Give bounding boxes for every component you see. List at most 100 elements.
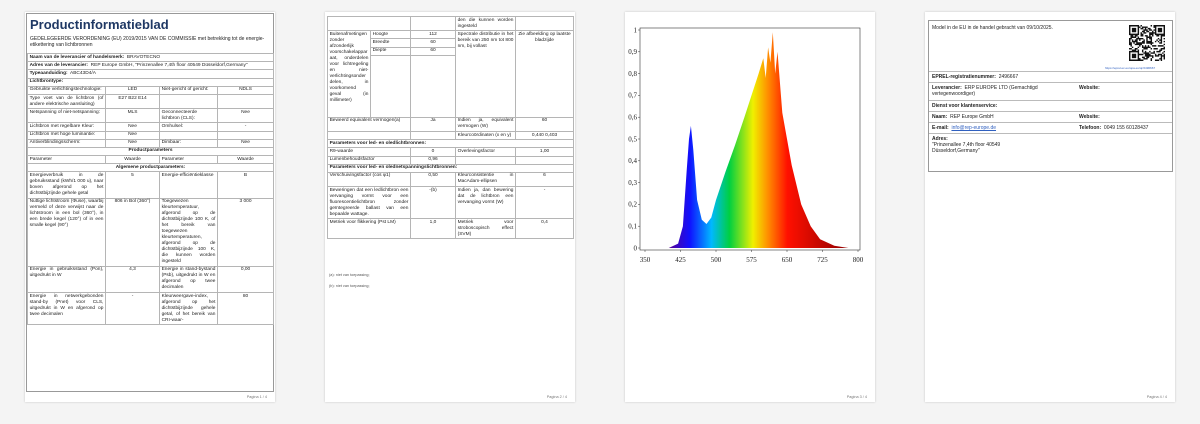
cell: Zie afbeelding op laatste bladzijde — [515, 30, 574, 118]
cell: Adres van de leverancier: REP Europe Gmb… — [27, 61, 274, 71]
cell — [455, 155, 516, 165]
cell — [515, 155, 574, 165]
cell: 60 — [410, 38, 456, 48]
separator — [929, 111, 1172, 112]
label: Typeaanduiding: — [29, 70, 68, 76]
cell: MLS — [105, 108, 160, 124]
separator — [929, 133, 1172, 134]
cell: Energie in stand-bystand (Psb), uitgedru… — [159, 265, 218, 294]
tr: Naam van de leverancier of handelsmerk: … — [27, 52, 274, 63]
table-row: Lichtbron met regelbare Kleur: Nee Omhulse… — [27, 122, 274, 132]
section-heading: Productparameters — [27, 146, 274, 157]
regulation: GEDELEGEERDE VERORDENING (EU) 2019/2015 … — [30, 36, 265, 49]
section-heading: Parameters voor led- en oledlichtbronnen… — [327, 139, 574, 149]
label: Naam: — [932, 114, 948, 120]
page-number: Pagina 2 / 4 — [546, 395, 567, 399]
document-title: Productinformatieblad — [30, 17, 169, 32]
table-row: Parameter Waarde Parameter Waarde — [27, 155, 274, 165]
cell: 5 — [105, 171, 160, 199]
table-row: Metriek voor flikkering (Pst LM) 1,0 Metri… — [327, 218, 574, 240]
table-row: Energie in gebruiksstand (Pon), uitgedru… — [27, 265, 274, 294]
div: EPREL-registratienummer: 2496667 — [932, 74, 1018, 80]
cell: Waarde — [217, 155, 274, 165]
tbody: Productparameters — [27, 146, 274, 157]
page-number: Pagina 3 / 4 — [846, 395, 867, 399]
cell: Omhulsel: — [159, 122, 218, 132]
section-heading: Dienst voor klantenservice: — [932, 103, 998, 109]
cell: Kleurconsistentie in MacAdam-ellipsen — [455, 171, 516, 188]
cell — [370, 54, 411, 118]
x-tick-label: 425 — [675, 256, 686, 264]
cell: Overlevingsfactor — [455, 147, 516, 157]
y-tick-label: 0,8 — [628, 70, 637, 78]
cell: Breedte — [370, 38, 411, 48]
value: 2496667 — [998, 74, 1019, 80]
table-row: Verschuivingsfactor (cos φ1) 0,50 Kleurcon… — [327, 171, 574, 188]
section-heading: Algemene productparameters: — [27, 163, 274, 173]
label: Adres: — [932, 136, 948, 142]
div: Website: — [1079, 85, 1100, 91]
label: EPREL-registratienummer: — [932, 74, 996, 80]
table-row: Nuttige lichtstroom (Φuse), waarbij verm… — [27, 197, 274, 267]
label: Leverancier: — [932, 85, 962, 91]
section-heading: Parameters voor led- en olednetspannings… — [327, 163, 574, 173]
qr-modules — [1129, 25, 1165, 61]
div: Adres: — [932, 136, 948, 142]
cell: Energie-efficiëntieklasse — [159, 171, 218, 199]
table-row: Kleurcoördinaten (x en y) 0,440 0,403 — [327, 130, 574, 141]
div: Naam: REP Europe GmbH — [932, 114, 994, 120]
cell: den die kunnen worden ingesteld — [455, 15, 516, 32]
table-row: R9-waarde 0 Overlevingsfactor 1,00 — [327, 147, 574, 157]
cell: 806 in Bol (360°) — [105, 197, 160, 267]
tr: Buitenafmetingen zonder afzonderlijk voo… — [327, 30, 574, 118]
tr: Parameters voor led- en olednetspannings… — [327, 163, 574, 173]
cell — [217, 130, 274, 140]
cell: Waarde — [105, 155, 160, 165]
label: Website: — [1079, 114, 1100, 120]
cell: Beweerd equivalent vermogen(a) — [327, 116, 411, 132]
table-row: den die kunnen worden ingesteld — [327, 15, 574, 32]
cell: 60 — [515, 116, 574, 132]
y-tick-label: 0,4 — [628, 157, 637, 165]
page: Model in de EU in de handel gebracht van… — [925, 12, 1175, 402]
y-tick-label: 0 — [634, 244, 638, 252]
cell: 0,50 — [410, 171, 456, 188]
cell: 112 — [410, 30, 456, 40]
label: Website: — [1079, 85, 1100, 91]
cell: Netspanning of niet-netspanning: — [27, 108, 106, 124]
eprel-box: Model in de EU in de handel gebracht van… — [928, 20, 1173, 172]
cell: 4,3 — [105, 265, 160, 294]
value: ERP EUROPE LTD (Gemachtigd vertegenwoord… — [932, 85, 1038, 98]
email-link[interactable]: info@rep-europe.de — [951, 125, 997, 131]
tbody: Gebruikte verlichtingstechnologie: LED Nie… — [27, 85, 274, 148]
cell — [159, 93, 218, 110]
tbody: Buitenafmetingen zonder afzonderlijk voo… — [327, 30, 574, 118]
cell — [410, 54, 456, 118]
x-tick-label: 575 — [746, 256, 757, 264]
cell: 1,0 — [410, 218, 456, 240]
cell: Lichtbron met regelbare Kleur: — [27, 122, 106, 132]
cell: Nee — [105, 138, 160, 148]
cell: Indien ja, equivalent vermogen (W) — [455, 116, 516, 132]
tbody: Parameters voor led- en olednetspannings… — [327, 163, 574, 173]
cell: Nee — [105, 130, 160, 140]
tr: Lichtbrontype: — [27, 77, 274, 87]
cell: LED — [105, 85, 160, 95]
cell: B — [217, 171, 274, 199]
page: den die kunnen worden ingesteld Buitenaf… — [325, 12, 575, 402]
cell: Energie in gebruiksstand (Pon), uitgedru… — [27, 265, 106, 294]
cell: E27 B22 E14 — [105, 93, 160, 110]
cell: Verschuivingsfactor (cos φ1) — [327, 171, 411, 188]
footnotes: (a): niet van toepassing; (b): niet van … — [329, 270, 370, 292]
value: 0049 155 60128437 — [1103, 125, 1149, 131]
y-tick-label: 0,6 — [628, 114, 637, 122]
table-row: Energie in netwerkgebonden stand-by (Pne… — [27, 291, 274, 326]
table-row: Antiverblindingsscherm: Nee Dimbaar: Nee — [27, 138, 274, 148]
page-number: Pagina 1 / 4 — [246, 395, 267, 399]
cell — [515, 15, 574, 32]
table-row: Lumenbehoudsfactor 0,96 — [327, 155, 574, 165]
value: "Prinzenallee 7,4th floor 40549 Düsseldo… — [932, 142, 1001, 155]
cell: 0,440 0,403 — [515, 130, 574, 141]
footnote: (b): niet van toepassing; — [329, 284, 370, 288]
